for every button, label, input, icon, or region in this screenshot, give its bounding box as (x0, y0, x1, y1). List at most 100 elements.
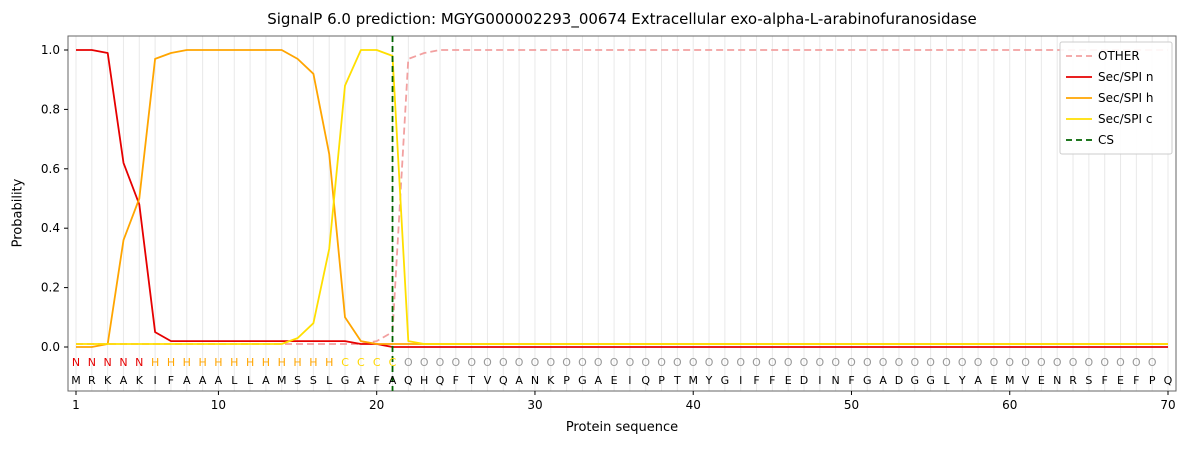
sequence-letter: A (515, 374, 523, 387)
x-tick-label: 1 (72, 398, 80, 412)
region-label: C (357, 356, 365, 369)
legend-label: Sec/SPI h (1098, 91, 1153, 105)
x-axis-label: Protein sequence (565, 420, 679, 435)
sequence-letter: M (277, 374, 287, 387)
sequence-letter: P (1149, 374, 1156, 387)
region-label: O (483, 356, 492, 369)
region-label: H (151, 356, 159, 369)
region-label: O (467, 356, 476, 369)
region-label: N (119, 356, 127, 369)
sequence-letter: F (753, 374, 759, 387)
sequence-letter: E (785, 374, 792, 387)
sequence-letter: N (531, 374, 539, 387)
region-label: H (309, 356, 317, 369)
sequence-letter: S (1085, 374, 1092, 387)
sequence-letter: L (247, 374, 254, 387)
region-label: H (230, 356, 238, 369)
region-label: O (546, 356, 555, 369)
sequence-letter: F (848, 374, 854, 387)
region-label: O (879, 356, 888, 369)
region-label: C (389, 356, 397, 369)
region-label: O (863, 356, 872, 369)
region-label: O (1085, 356, 1094, 369)
region-label: O (926, 356, 935, 369)
sequence-letter: R (1069, 374, 1077, 387)
region-label: H (325, 356, 333, 369)
sequence-letter: A (389, 374, 397, 387)
region-label: O (657, 356, 666, 369)
region-label: O (451, 356, 460, 369)
y-tick-label: 0.8 (41, 102, 60, 116)
region-label: O (784, 356, 793, 369)
sequence-letter: S (294, 374, 301, 387)
sequence-letter: F (374, 374, 380, 387)
x-tick-label: 10 (211, 398, 226, 412)
sequence-letter: I (739, 374, 742, 387)
sequence-letter: V (484, 374, 492, 387)
sequence-letter: A (199, 374, 207, 387)
series-sec-spi-c (76, 49, 1168, 345)
sequence-letter: E (1117, 374, 1124, 387)
region-label: O (1005, 356, 1014, 369)
x-tick-label: 40 (686, 398, 701, 412)
sequence-letter: N (832, 374, 840, 387)
sequence-letter: G (911, 374, 920, 387)
region-label: H (262, 356, 270, 369)
region-label: H (293, 356, 301, 369)
sequence-letter: A (357, 374, 365, 387)
region-label: O (404, 356, 413, 369)
region-label: C (373, 356, 381, 369)
region-label: N (72, 356, 80, 369)
region-label: O (610, 356, 619, 369)
region-label: O (515, 356, 524, 369)
region-label: O (420, 356, 429, 369)
region-label: O (847, 356, 856, 369)
region-label: C (341, 356, 349, 369)
region-label: O (1116, 356, 1125, 369)
series-other (76, 49, 1168, 345)
sequence-letter: M (688, 374, 698, 387)
sequence-letter: Q (1164, 374, 1173, 387)
sequence-letter: L (943, 374, 950, 387)
sequence-letter: I (628, 374, 631, 387)
region-label: O (768, 356, 777, 369)
sequence-letter: A (120, 374, 128, 387)
sequence-letter: G (863, 374, 872, 387)
y-tick-label: 0.0 (41, 340, 60, 354)
legend-label: Sec/SPI c (1098, 112, 1152, 126)
legend-label: OTHER (1098, 49, 1140, 63)
region-label: O (958, 356, 967, 369)
sequence-letter: P (658, 374, 665, 387)
region-label: O (721, 356, 730, 369)
region-label: H (214, 356, 222, 369)
x-tick-label: 60 (1002, 398, 1017, 412)
sequence-letter: K (136, 374, 144, 387)
region-label: H (278, 356, 286, 369)
region-label: O (641, 356, 650, 369)
region-label: O (436, 356, 445, 369)
sequence-letter: T (673, 374, 681, 387)
sequence-letter: G (578, 374, 587, 387)
region-label: H (246, 356, 254, 369)
region-label: O (562, 356, 571, 369)
sequence-letter: G (721, 374, 730, 387)
region-label: H (198, 356, 206, 369)
y-tick-label: 0.2 (41, 281, 60, 295)
sequence-letter: K (547, 374, 555, 387)
sequence-letter: V (1022, 374, 1030, 387)
sequence-letter: L (326, 374, 333, 387)
sequence-letter: H (420, 374, 428, 387)
legend-label: Sec/SPI n (1098, 70, 1153, 84)
sequence-letter: M (1005, 374, 1015, 387)
sequence-letter: F (769, 374, 775, 387)
sequence-letter: G (341, 374, 350, 387)
y-tick-label: 1.0 (41, 43, 60, 57)
sequence-letter: D (895, 374, 903, 387)
region-label: O (800, 356, 809, 369)
sequence-letter: I (154, 374, 157, 387)
region-label: H (167, 356, 175, 369)
region-label: O (736, 356, 745, 369)
sequence-letter: F (1102, 374, 1108, 387)
sequence-letter: Q (404, 374, 413, 387)
region-label: O (1069, 356, 1078, 369)
